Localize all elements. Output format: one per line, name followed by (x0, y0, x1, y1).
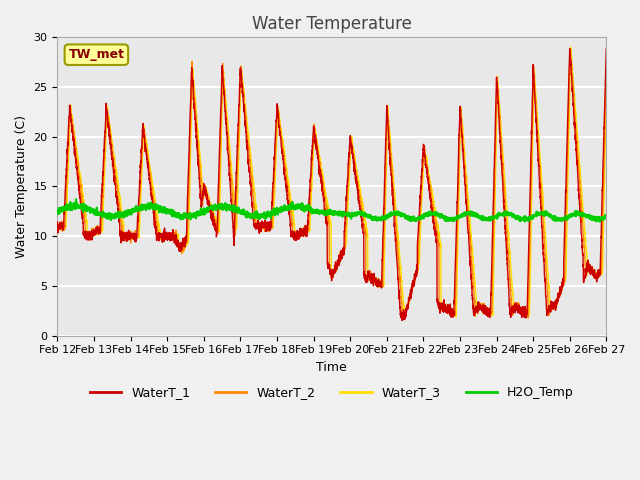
H2O_Temp (54, 211, 61, 216)
H2O_Temp (596, 219, 604, 225)
H2O_Temp (433, 211, 440, 216)
WaterT_3 (433, 219, 440, 225)
WaterT_2 (120, 233, 127, 239)
WaterT_1 (433, 237, 440, 243)
WaterT_3 (119, 214, 127, 219)
WaterT_2 (477, 306, 485, 312)
H2O_Temp (119, 213, 127, 218)
WaterT_1 (224, 151, 232, 157)
WaterT_1 (120, 238, 127, 244)
WaterT_1 (477, 307, 485, 313)
WaterT_3 (477, 305, 485, 311)
WaterT_2 (566, 47, 574, 53)
H2O_Temp (225, 203, 232, 208)
Line: WaterT_1: WaterT_1 (58, 48, 606, 320)
WaterT_1 (54, 219, 61, 225)
WaterT_1 (602, 45, 610, 51)
WaterT_3 (224, 123, 232, 129)
WaterT_1 (88, 230, 96, 236)
Legend: WaterT_1, WaterT_2, WaterT_3, H2O_Temp: WaterT_1, WaterT_2, WaterT_3, H2O_Temp (85, 381, 579, 404)
H2O_Temp (72, 196, 80, 202)
WaterT_3 (54, 224, 61, 229)
WaterT_3 (120, 223, 127, 228)
WaterT_3 (602, 88, 610, 94)
WaterT_2 (54, 224, 61, 229)
WaterT_3 (567, 44, 575, 50)
H2O_Temp (477, 216, 485, 222)
Title: Water Temperature: Water Temperature (252, 15, 412, 33)
X-axis label: Time: Time (317, 361, 348, 374)
WaterT_2 (88, 230, 96, 236)
H2O_Temp (120, 211, 127, 216)
WaterT_1 (398, 317, 406, 323)
WaterT_2 (119, 232, 127, 238)
Line: H2O_Temp: H2O_Temp (58, 199, 606, 222)
WaterT_2 (602, 65, 610, 71)
WaterT_3 (401, 314, 408, 320)
WaterT_2 (399, 317, 406, 323)
Y-axis label: Water Temperature (C): Water Temperature (C) (15, 115, 28, 258)
H2O_Temp (602, 213, 610, 218)
WaterT_2 (433, 230, 440, 236)
WaterT_1 (119, 237, 127, 243)
WaterT_3 (88, 230, 96, 236)
Text: TW_met: TW_met (68, 48, 124, 61)
WaterT_2 (224, 136, 232, 142)
H2O_Temp (88, 209, 96, 215)
Line: WaterT_3: WaterT_3 (58, 47, 606, 317)
Line: WaterT_2: WaterT_2 (58, 50, 606, 320)
